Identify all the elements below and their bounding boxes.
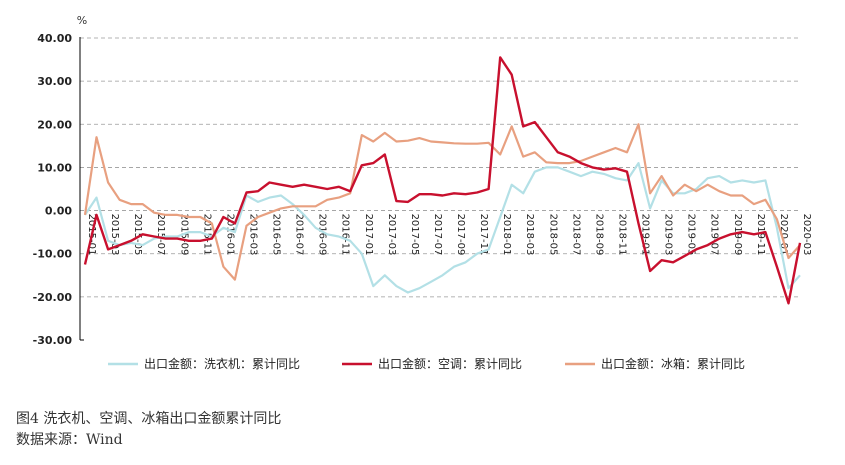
y-tick-label: 20.00 [37, 118, 72, 131]
x-tick-label: 2018-07 [570, 214, 581, 256]
series-line-1 [84, 162, 801, 294]
y-tick-label: 0.00 [45, 205, 72, 218]
x-tick-label: 2016-09 [317, 214, 328, 256]
y-tick-label: -30.00 [33, 334, 73, 347]
x-tick-label: 2017-05 [409, 214, 420, 256]
x-tick-label: 2017-01 [363, 214, 374, 256]
x-tick-label: 2016-11 [340, 214, 351, 256]
x-tick-label: 2016-05 [271, 214, 282, 256]
x-tick-label: 2015-03 [109, 214, 120, 256]
data-source: 数据来源：Wind [16, 432, 123, 448]
y-tick-label: -20.00 [33, 291, 73, 304]
x-tick-label: 2017-11 [478, 214, 489, 256]
y-unit-label: % [77, 14, 87, 27]
x-tick-label: 2019-01 [640, 214, 651, 256]
x-tick-label: 2019-09 [732, 214, 743, 256]
y-tick-label: 10.00 [37, 161, 72, 174]
x-tick-label: 2020-03 [801, 214, 812, 256]
x-tick-label: 2020-01 [778, 214, 789, 256]
x-tick-label: 2016-07 [294, 214, 305, 256]
x-tick-label: 2015-05 [132, 214, 143, 256]
x-tick-label: 2019-05 [686, 214, 697, 256]
legend-label: 出口金额：洗衣机：累计同比 [144, 356, 300, 371]
x-tick-label: 2018-09 [593, 214, 604, 256]
x-tick-label: 2018-01 [501, 214, 512, 256]
y-tick-label: 40.00 [37, 32, 72, 45]
x-tick-label: 2017-09 [455, 214, 466, 256]
series-line-2 [83, 56, 802, 305]
line-chart: % 40.00 30.00 20.00 10.00 0.00 -10.00 -20.00 -3… [33, 14, 812, 371]
x-axis: 2015-01 2015-03 2015-05 2015-07 2015-09 2015-… [86, 214, 812, 256]
x-tick-label: 2019-03 [663, 214, 674, 256]
x-tick-label: 2019-11 [755, 214, 766, 256]
figure-caption: 图4 洗衣机、空调、冰箱出口金额累计同比 [16, 411, 282, 427]
x-tick-label: 2018-03 [524, 214, 535, 256]
x-tick-label: 2017-03 [386, 214, 397, 256]
x-tick-label: 2016-03 [247, 214, 258, 256]
x-tick-label: 2018-11 [616, 214, 627, 256]
legend-label: 出口金额：冰箱：累计同比 [601, 356, 745, 371]
legend-label: 出口金额：空调：累计同比 [378, 356, 522, 371]
x-tick-label: 2019-07 [709, 214, 720, 256]
x-tick-label: 2018-05 [547, 214, 558, 256]
gridlines [80, 37, 800, 341]
series-line-3 [83, 123, 801, 281]
y-tick-label: 30.00 [37, 75, 72, 88]
x-tick-label: 2017-07 [432, 214, 443, 256]
x-tick-label: 2016-01 [224, 214, 235, 256]
y-axis: 40.00 30.00 20.00 10.00 0.00 -10.00 -20.00 -30.… [33, 32, 73, 347]
legend: 出口金额：洗衣机：累计同比 出口金额：空调：累计同比 出口金额：冰箱：累计同比 [108, 356, 745, 371]
y-tick-label: -10.00 [33, 248, 73, 261]
series-lines [83, 56, 802, 305]
x-tick-label: 2015-07 [155, 214, 166, 256]
